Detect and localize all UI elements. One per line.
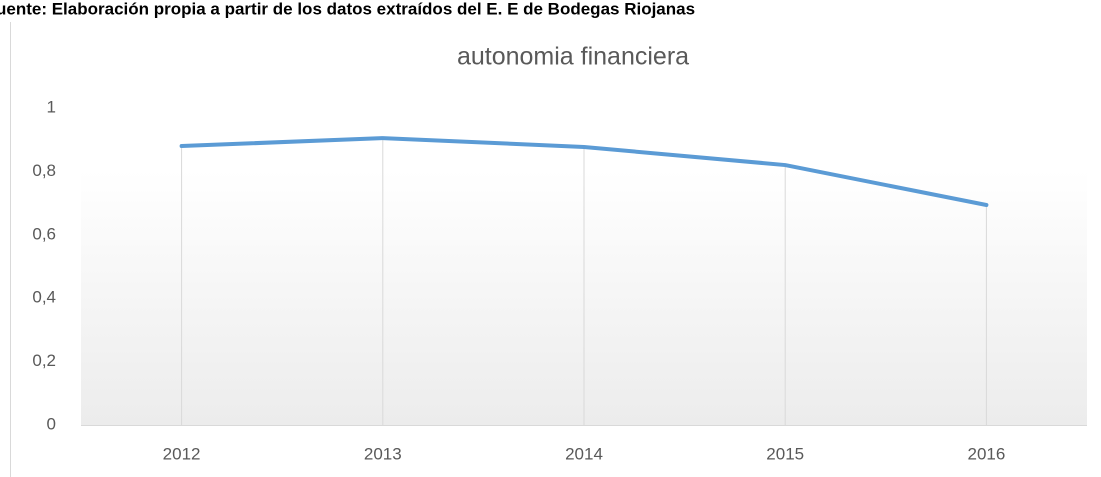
y-tick-label: 1 [47, 97, 56, 116]
chart-title: autonomia financiera [457, 43, 689, 71]
y-tick-label: 0,8 [32, 161, 56, 180]
y-tick-label: 0 [47, 414, 56, 433]
y-tick-label: 0,2 [32, 351, 56, 370]
y-tick-label: 0,4 [32, 288, 56, 307]
x-tick-label: 2014 [565, 444, 603, 463]
x-tick-label: 2016 [967, 444, 1005, 463]
x-tick-label: 2013 [364, 444, 402, 463]
y-tick-label: 0,6 [32, 224, 56, 243]
line-series [179, 136, 989, 208]
x-tick-label: 2015 [766, 444, 804, 463]
x-tick-label: 2012 [163, 444, 201, 463]
caption: uente: Elaboración propia a partir de lo… [0, 0, 695, 18]
